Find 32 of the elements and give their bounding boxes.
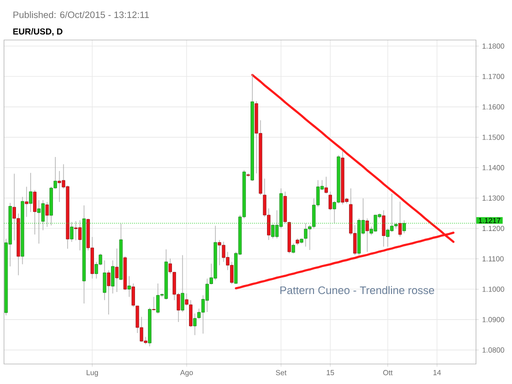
candlestick xyxy=(218,240,222,266)
candlestick xyxy=(132,283,135,308)
candlestick xyxy=(78,220,82,251)
candlestick xyxy=(152,296,156,310)
candlestick xyxy=(328,191,332,210)
candlestick xyxy=(106,270,110,315)
candlestick xyxy=(45,202,49,228)
candlestick xyxy=(33,190,36,235)
candlestick xyxy=(193,313,197,336)
candlestick xyxy=(58,170,62,202)
candlestick xyxy=(382,210,386,247)
annotation: Pattern Cuneo - Trendline rosse xyxy=(280,286,434,294)
candlestick xyxy=(366,218,369,252)
candlestick xyxy=(156,283,160,314)
candlestick xyxy=(74,220,78,241)
candlestick xyxy=(184,293,188,306)
candlestick xyxy=(24,186,28,218)
chart-title: EUR/USD, D xyxy=(13,28,62,36)
candlestick xyxy=(292,243,296,254)
candlestick xyxy=(398,201,402,237)
candlestick xyxy=(386,228,390,247)
candlestick xyxy=(324,176,328,194)
candlestick xyxy=(205,278,209,312)
candlestick xyxy=(115,248,119,292)
candlestick xyxy=(304,222,308,247)
candlestick xyxy=(128,276,131,298)
candlestick xyxy=(168,258,172,274)
chart-subtitle: Published: 6/Oct/2015 - 13:12:11 xyxy=(13,11,149,18)
candlestick xyxy=(29,172,32,212)
candlestick xyxy=(222,242,226,262)
candlestick xyxy=(189,300,192,328)
candlestick xyxy=(111,260,114,294)
